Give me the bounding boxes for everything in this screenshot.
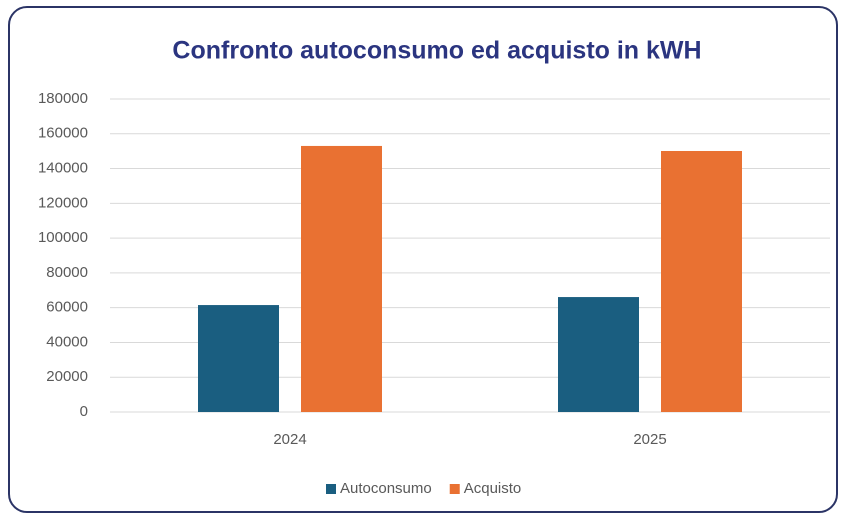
bar	[198, 305, 279, 412]
legend-swatch	[449, 484, 460, 494]
y-tick-label: 100000	[38, 229, 88, 246]
legend-label: Acquisto	[464, 480, 522, 497]
x-tick-label: 2025	[633, 431, 666, 448]
y-tick-label: 160000	[38, 125, 88, 142]
y-tick-label: 120000	[38, 194, 88, 211]
x-tick-label: 2024	[273, 431, 306, 448]
y-tick-label: 180000	[38, 90, 88, 107]
y-tick-label: 20000	[46, 368, 88, 385]
bar	[661, 150, 742, 412]
chart-title: Confronto autoconsumo ed acquisto in kWH	[172, 37, 701, 65]
y-tick-label: 140000	[38, 160, 88, 177]
legend-label: Autoconsumo	[340, 480, 432, 497]
y-tick-label: 60000	[46, 299, 88, 316]
bar	[301, 145, 382, 412]
y-tick-label: 80000	[46, 264, 88, 281]
bar	[558, 297, 639, 412]
y-tick-label: 0	[80, 403, 88, 420]
legend-swatch	[326, 484, 336, 494]
y-tick-label: 40000	[46, 333, 88, 350]
